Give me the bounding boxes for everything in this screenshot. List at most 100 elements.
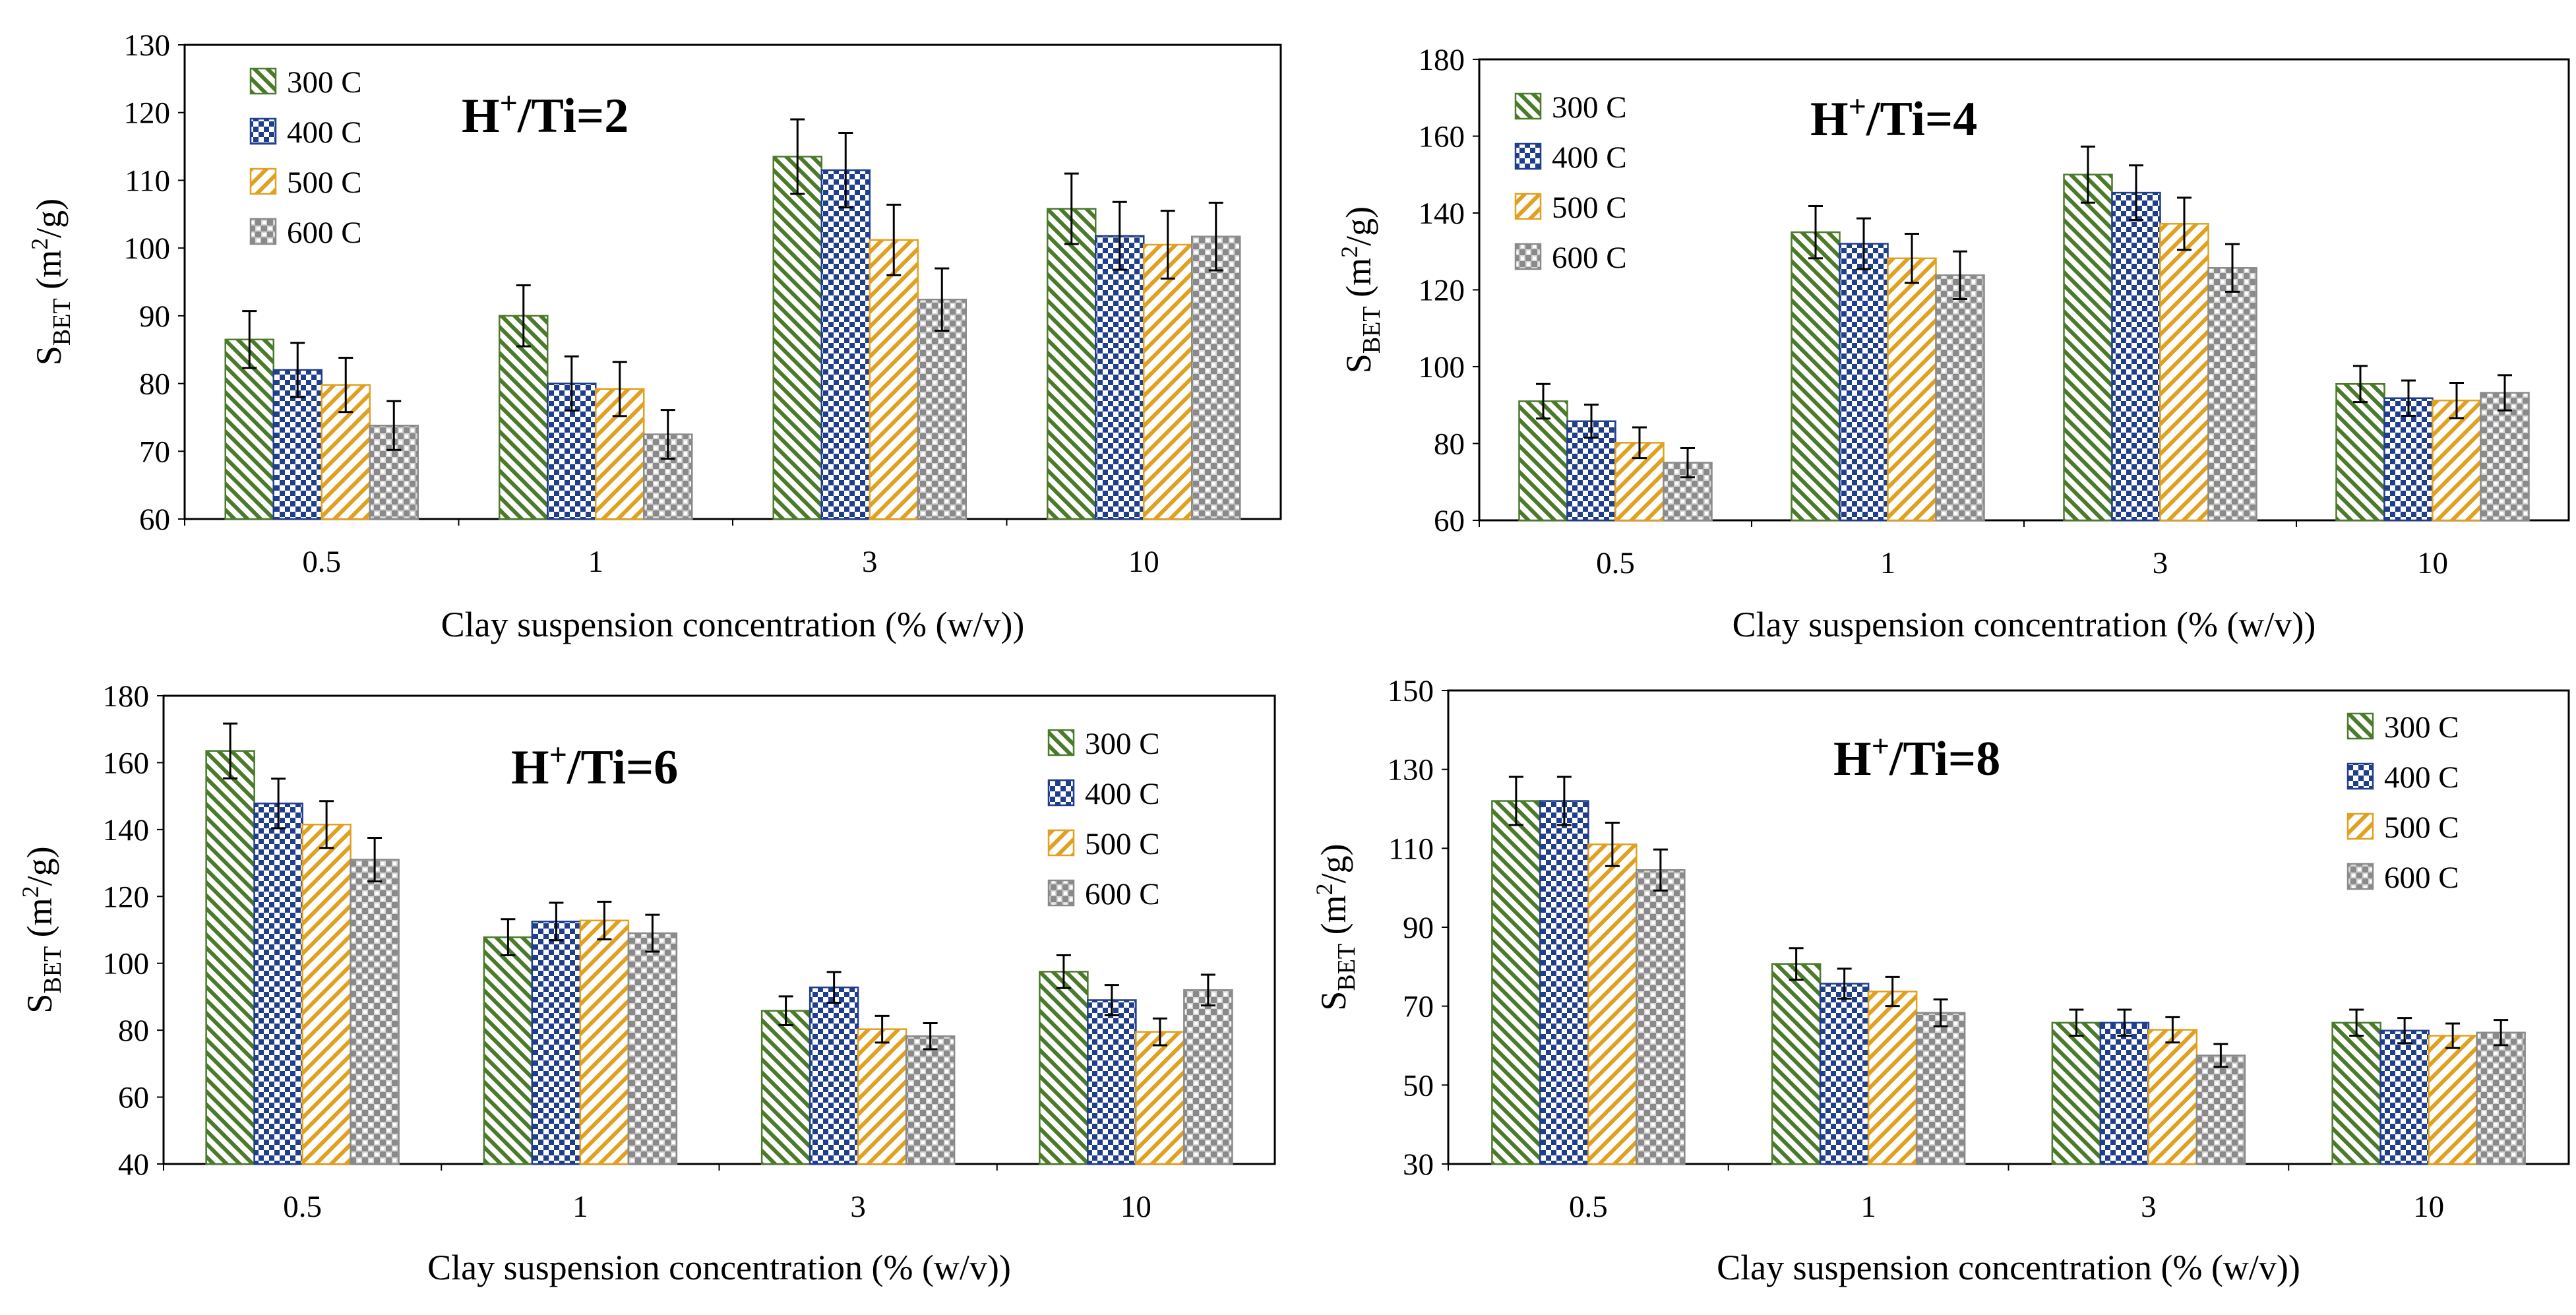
- bar-500-c-1: [1887, 257, 1937, 522]
- bar-500-c-3: [2159, 223, 2209, 522]
- y-tick-label: 140: [1419, 197, 1465, 231]
- x-axis-title: Clay suspension concentration (% (w/v)): [1733, 605, 2316, 644]
- x-tick-label: 10: [1128, 545, 1159, 579]
- legend-swatch-300: [1514, 92, 1542, 120]
- bar-600-c-3: [2195, 1055, 2246, 1165]
- legend: 300 C 400 C 500 C 600 C: [2346, 710, 2459, 895]
- y-tick-label: 110: [125, 164, 170, 198]
- bar-600-c-3: [917, 298, 967, 520]
- bar-400-c-10: [1087, 999, 1137, 1165]
- bar-300-c-3: [772, 156, 822, 520]
- panel-title-main: H: [1810, 92, 1849, 146]
- legend: 300 C 400 C 500 C 600 C: [1514, 90, 1627, 275]
- bar-500-c-1: [1867, 991, 1918, 1165]
- legend: 300 C 400 C 500 C 600 C: [1047, 727, 1160, 911]
- y-axis-title: SBET (m2/g): [17, 846, 67, 1013]
- x-tick-label: 1: [588, 545, 604, 579]
- legend-swatch-500: [1047, 829, 1075, 857]
- bar-300-c-3: [2063, 173, 2113, 522]
- legend-swatch-500: [1514, 193, 1542, 220]
- y-tick-label: 40: [118, 1147, 149, 1182]
- legend-label: 400 C: [1085, 777, 1160, 811]
- y-axis-title-unit: (m: [1314, 895, 1353, 944]
- y-axis-title-unit-superscript: 2: [1311, 883, 1337, 895]
- chart-panel-2: 60 80 100 120 140 160 180 0.5 1 3 10 H+/Ti=4 Clay su…: [1336, 43, 2570, 644]
- legend-label: 300 C: [287, 65, 362, 100]
- y-axis-title-unit-superscript: 2: [26, 238, 53, 250]
- y-tick-label: 70: [139, 435, 170, 469]
- y-tick-label: 100: [103, 947, 150, 981]
- y-axis-title-main: S: [1314, 991, 1353, 1011]
- panel-title: H+/Ti=4: [1810, 89, 1977, 146]
- x-tick-label: 3: [862, 545, 878, 579]
- legend-swatch-400: [2346, 762, 2374, 790]
- x-tick-label: 0.5: [283, 1190, 322, 1224]
- y-axis-title-unit: (m: [29, 250, 69, 299]
- y-axis-title-main: S: [29, 346, 69, 365]
- legend-label: 600 C: [1085, 877, 1160, 911]
- legend-swatch-400: [1047, 779, 1075, 807]
- bar-500-c-1: [579, 919, 630, 1165]
- chart-panel-4: 30 50 70 90 110 130 150 0.5 1 3 10 H+/Ti=8 Clay susp…: [1311, 674, 2570, 1287]
- x-tick-label: 1: [1880, 546, 1896, 580]
- bar-300-c-1: [1791, 231, 1841, 522]
- legend-label: 600 C: [1552, 241, 1627, 275]
- legend-label: 600 C: [2384, 861, 2459, 895]
- panel-title-rest: /Ti=4: [1866, 92, 1977, 146]
- bar-600-c-10: [1183, 989, 1233, 1165]
- legend-label: 400 C: [2384, 760, 2459, 795]
- y-axis-title-main: S: [1339, 353, 1378, 373]
- x-tick-label: 3: [2153, 546, 2168, 580]
- x-tick-label: 3: [2141, 1190, 2157, 1224]
- legend-swatch-600: [249, 218, 277, 245]
- x-tick-label: 0.5: [1569, 1190, 1608, 1224]
- bar-500-c-0.5: [1587, 843, 1638, 1165]
- x-tick-label: 10: [2417, 546, 2448, 580]
- y-tick-label: 90: [1403, 911, 1434, 945]
- y-tick-label: 60: [1434, 504, 1465, 538]
- panel-title: H+/Ti=8: [1833, 729, 2000, 786]
- bar-600-c-10: [1191, 235, 1241, 520]
- y-axis-title: SBET (m2/g): [1311, 843, 1361, 1010]
- bar-400-c-3: [2111, 191, 2161, 522]
- bar-300-c-10: [2331, 1022, 2381, 1165]
- bar-300-c-0.5: [1491, 800, 1541, 1165]
- legend-label: 300 C: [2384, 710, 2459, 745]
- bar-300-c-3: [2051, 1022, 2102, 1165]
- x-tick-label: 10: [2413, 1190, 2444, 1224]
- bar-600-c-0.5: [1636, 869, 1686, 1165]
- y-tick-label: 130: [1388, 753, 1434, 787]
- y-axis-title-unit: (m: [1339, 258, 1378, 307]
- y-tick-label: 80: [118, 1014, 149, 1048]
- bar-300-c-1: [483, 936, 534, 1165]
- bar-600-c-1: [1915, 1012, 1966, 1165]
- bar-500-c-10: [2428, 1035, 2478, 1165]
- legend-swatch-600: [2346, 863, 2374, 890]
- y-tick-label: 100: [124, 231, 171, 266]
- bar-300-c-0.5: [205, 750, 255, 1165]
- y-axis-title-unit-end: /g): [29, 199, 69, 238]
- panel-title-main: H: [511, 741, 549, 795]
- y-tick-label: 100: [1419, 350, 1465, 384]
- bar-500-c-10: [1143, 243, 1193, 520]
- x-tick-label: 1: [572, 1190, 588, 1224]
- bar-600-c-3: [2207, 267, 2257, 522]
- bar-600-c-1: [1935, 274, 1985, 522]
- bar-400-c-1: [1819, 983, 1870, 1165]
- chart-panel-1: 60 70 80 90 100 110 120 130 0.5 1 3 10 H+/Ti=2 Clay s…: [26, 28, 1282, 644]
- x-axis-title: Clay suspension concentration (% (w/v)): [441, 605, 1025, 644]
- y-tick-label: 160: [1419, 120, 1465, 154]
- y-tick-label: 80: [1434, 427, 1465, 462]
- y-axis-title-unit-superscript: 2: [17, 886, 44, 898]
- panel-title-superscript: +: [549, 737, 567, 772]
- y-tick-label: 140: [103, 813, 150, 847]
- legend-label: 400 C: [1552, 140, 1627, 175]
- y-tick-label: 110: [1388, 832, 1434, 866]
- legend-swatch-500: [249, 168, 277, 195]
- panel-title-superscript: +: [1849, 89, 1866, 124]
- y-tick-label: 120: [103, 880, 150, 914]
- y-tick-label: 150: [1388, 674, 1434, 708]
- legend-swatch-400: [249, 117, 277, 145]
- bar-600-c-10: [2480, 392, 2530, 522]
